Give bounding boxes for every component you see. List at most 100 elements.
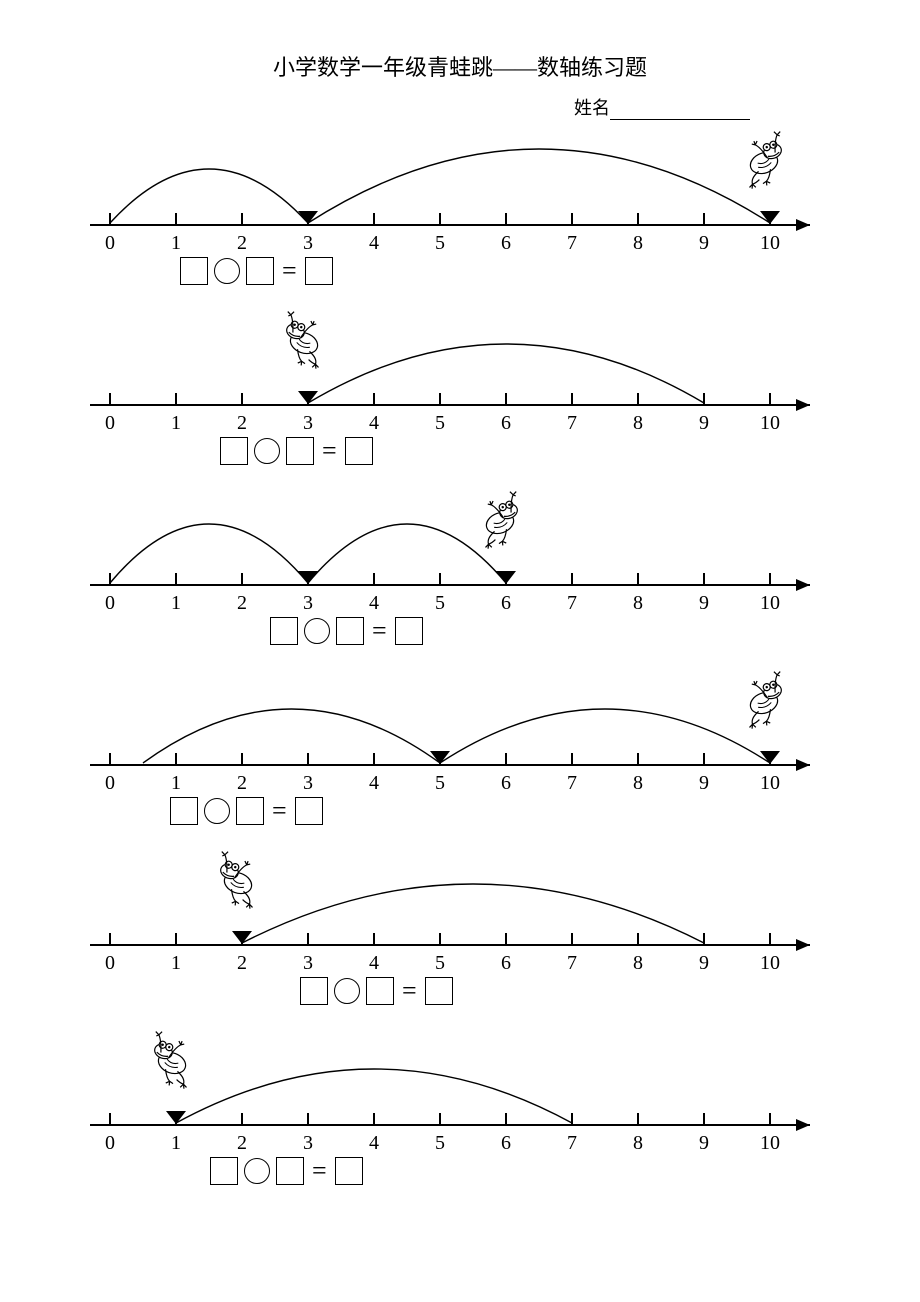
- name-field-line: 姓名: [70, 94, 850, 120]
- tick-label: 5: [435, 772, 445, 794]
- tick-label: 7: [567, 1132, 577, 1154]
- tick-label: 3: [303, 772, 313, 794]
- landing-marker: [232, 931, 252, 944]
- axis-arrow: [796, 219, 810, 231]
- tick-label: 1: [171, 412, 181, 434]
- tick-label: 0: [105, 952, 115, 974]
- tick-label: 10: [760, 1132, 780, 1154]
- landing-marker: [298, 211, 318, 224]
- tick-label: 9: [699, 772, 709, 794]
- frog-icon: [734, 670, 796, 732]
- frog-icon: [272, 310, 334, 372]
- numberline-wrap: 012345678910: [70, 1020, 850, 1150]
- jump-arc: [110, 524, 308, 583]
- tick-label: 6: [501, 592, 511, 614]
- tick-label: 4: [369, 592, 379, 614]
- jump-arc: [308, 149, 770, 223]
- problem: 012345678910 =: [70, 660, 850, 826]
- tick-label: 9: [699, 952, 709, 974]
- numberline-wrap: 012345678910: [70, 840, 850, 970]
- tick-label: 4: [369, 952, 379, 974]
- tick-label: 9: [699, 232, 709, 254]
- tick-label: 10: [760, 952, 780, 974]
- jump-arc: [143, 709, 440, 763]
- axis-arrow: [796, 579, 810, 591]
- numberline-wrap: 012345678910: [70, 480, 850, 610]
- problem: 012345678910 =: [70, 120, 850, 286]
- landing-marker: [298, 571, 318, 584]
- tick-label: 8: [633, 232, 643, 254]
- tick-label: 7: [567, 232, 577, 254]
- tick-label: 0: [105, 1132, 115, 1154]
- tick-label: 0: [105, 232, 115, 254]
- tick-label: 8: [633, 412, 643, 434]
- problem: 012345678910 =: [70, 480, 850, 646]
- numberline-svg: 012345678910: [70, 840, 830, 990]
- frog-icon: [206, 850, 268, 912]
- tick-label: 2: [237, 412, 247, 434]
- tick-label: 2: [237, 232, 247, 254]
- tick-label: 7: [567, 772, 577, 794]
- tick-label: 3: [303, 412, 313, 434]
- page-title: 小学数学一年级青蛙跳——数轴练习题: [70, 50, 850, 82]
- numberline-svg: 012345678910: [70, 660, 830, 810]
- axis-arrow: [796, 939, 810, 951]
- jump-arc: [440, 709, 770, 763]
- tick-label: 9: [699, 412, 709, 434]
- tick-label: 9: [699, 592, 709, 614]
- tick-label: 8: [633, 952, 643, 974]
- worksheet-page: 小学数学一年级青蛙跳——数轴练习题 姓名 012345678910 = 0123…: [0, 0, 920, 1240]
- tick-label: 3: [303, 952, 313, 974]
- tick-label: 0: [105, 592, 115, 614]
- tick-label: 5: [435, 232, 445, 254]
- tick-label: 6: [501, 952, 511, 974]
- tick-label: 10: [760, 592, 780, 614]
- landing-marker: [166, 1111, 186, 1124]
- tick-label: 0: [105, 412, 115, 434]
- numberline-wrap: 012345678910: [70, 300, 850, 430]
- tick-label: 1: [171, 952, 181, 974]
- tick-label: 2: [237, 592, 247, 614]
- jump-arc: [242, 884, 704, 943]
- tick-label: 1: [171, 772, 181, 794]
- frog-icon: [140, 1030, 202, 1092]
- tick-label: 5: [435, 1132, 445, 1154]
- tick-label: 6: [501, 1132, 511, 1154]
- tick-label: 10: [760, 232, 780, 254]
- tick-label: 1: [171, 592, 181, 614]
- frog-icon: [734, 130, 796, 192]
- tick-label: 0: [105, 772, 115, 794]
- tick-label: 7: [567, 592, 577, 614]
- name-label: 姓名: [574, 98, 610, 118]
- tick-label: 4: [369, 412, 379, 434]
- tick-label: 4: [369, 232, 379, 254]
- tick-label: 2: [237, 952, 247, 974]
- tick-label: 8: [633, 1132, 643, 1154]
- tick-label: 3: [303, 232, 313, 254]
- tick-label: 7: [567, 952, 577, 974]
- numberline-wrap: 012345678910: [70, 660, 850, 790]
- tick-label: 5: [435, 412, 445, 434]
- landing-marker: [298, 391, 318, 404]
- tick-label: 3: [303, 1132, 313, 1154]
- numberline-svg: 012345678910: [70, 480, 830, 630]
- numberline-svg: 0 1 2 3 4 5 6 7 8 9 10: [70, 120, 830, 270]
- tick-label: 6: [501, 412, 511, 434]
- tick-label: 2: [237, 1132, 247, 1154]
- tick-label: 10: [760, 412, 780, 434]
- tick-label: 6: [501, 232, 511, 254]
- problem: 012345678910 =: [70, 1020, 850, 1186]
- axis-arrow: [796, 759, 810, 771]
- numberline-svg: 012345678910: [70, 1020, 830, 1170]
- tick-label: 4: [369, 772, 379, 794]
- problem: 012345678910 =: [70, 300, 850, 466]
- landing-marker: [760, 211, 780, 224]
- tick-label: 9: [699, 1132, 709, 1154]
- axis-arrow: [796, 1119, 810, 1131]
- tick-label: 6: [501, 772, 511, 794]
- numberline-wrap: 012345678910: [70, 120, 850, 250]
- landing-marker: [760, 751, 780, 764]
- jump-arc: [308, 524, 506, 583]
- tick-label: 1: [171, 232, 181, 254]
- problems-container: 012345678910 = 012345678910 = 0123456789…: [70, 120, 850, 1186]
